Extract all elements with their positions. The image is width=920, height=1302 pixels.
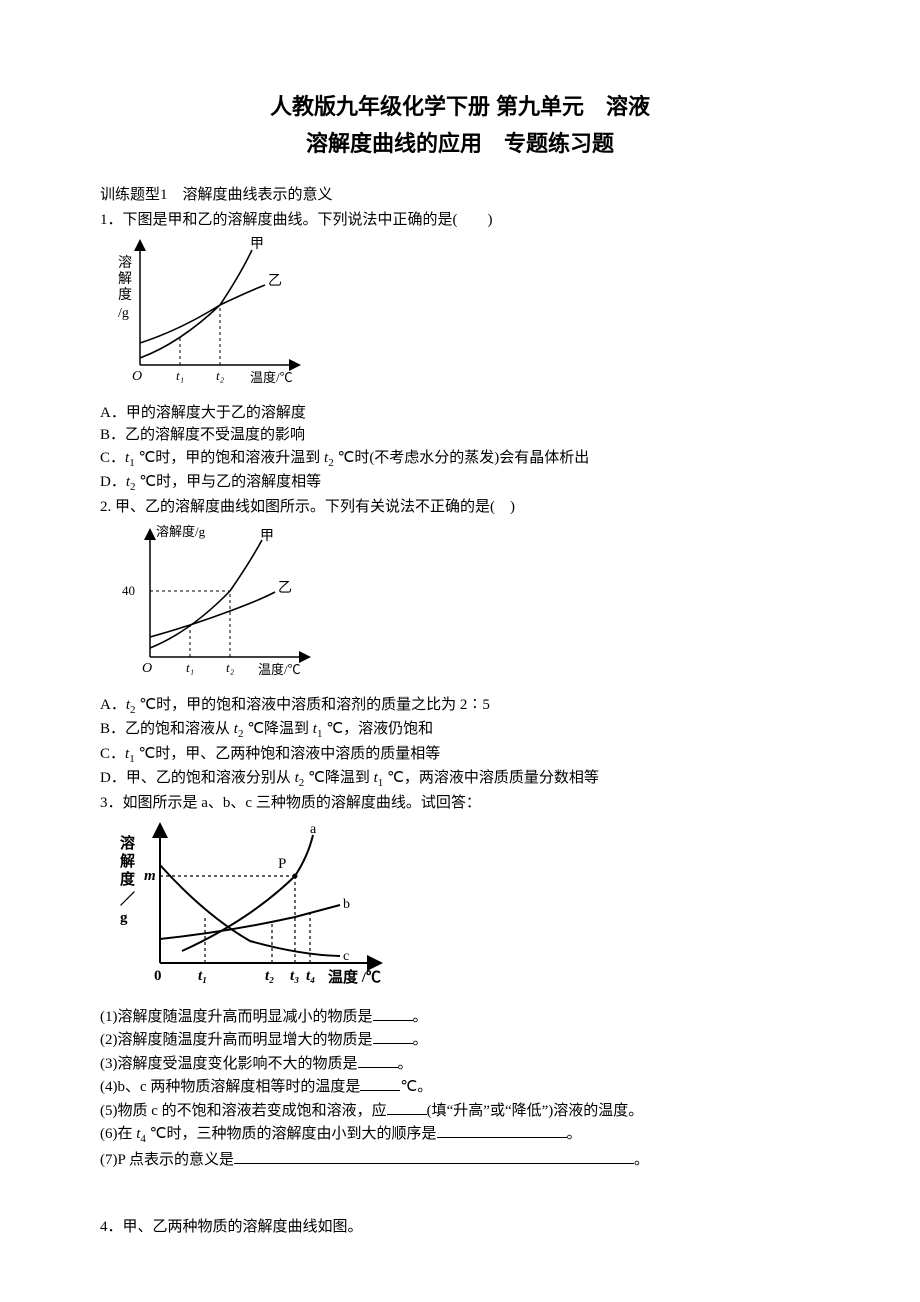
q1-stem: 1．下图是甲和乙的溶解度曲线。下列说法中正确的是( ) [100,209,820,232]
q2-chart: 溶解度/g 40 O t₁ t₂ 温度/℃ 甲 乙 [100,518,820,694]
q2-opt-D: D．甲、乙的饱和溶液分别从 t2 ℃降温到 t1 ℃，两溶液中溶质质量分数相等 [100,767,820,792]
svg-text:t₂: t₂ [216,368,225,383]
q3-chart: 溶 解 度 ／ g m 0 t₁ t₂ t₃ t₄ 温度 /℃ a b c P [100,814,820,1005]
svg-text:O: O [142,661,152,676]
svg-text:g: g [120,910,128,926]
svg-text:甲: 甲 [260,529,274,544]
svg-text:溶解度/g: 溶解度/g [156,524,206,539]
q3-blank-5 [387,1099,427,1115]
q3-line-4: (4)b、c 两种物质溶解度相等时的温度是℃。 [100,1075,820,1099]
svg-text:t₃: t₃ [290,968,299,984]
q3-blank-3 [358,1052,398,1068]
svg-text:甲: 甲 [250,237,264,252]
q3-line-7: (7)P 点表示的意义是。 [100,1148,820,1172]
svg-text:t₂: t₂ [265,968,274,984]
q3-blank-7 [234,1148,634,1164]
q3-line-3: (3)溶解度受温度变化影响不大的物质是。 [100,1052,820,1076]
q3-stem: 3．如图所示是 a、b、c 三种物质的溶解度曲线。试回答： [100,792,820,815]
svg-text:温度/℃: 温度/℃ [250,370,293,385]
svg-text:a: a [310,822,317,837]
section-1-head: 训练题型1 溶解度曲线表示的意义 [100,184,820,207]
svg-text:/g: /g [118,306,129,321]
q2-opt-A: A．t2 ℃时，甲的饱和溶液中溶质和溶剂的质量之比为 2∶5 [100,694,820,719]
q3-line-5: (5)物质 c 的不饱和溶液若变成饱和溶液，应(填“升高”或“降低”)溶液的温度… [100,1099,820,1123]
svg-text:溶: 溶 [120,834,135,852]
svg-text:t₁: t₁ [198,968,207,984]
svg-text:溶: 溶 [118,255,132,271]
q1-opt-D: D．t2 ℃时，甲与乙的溶解度相等 [100,471,820,496]
q2-stem: 2. 甲、乙的溶解度曲线如图所示。下列有关说法不正确的是( ) [100,496,820,519]
title-line-1: 人教版九年级化学下册 第九单元 溶液 [100,90,820,123]
svg-text:t₁: t₁ [176,368,184,383]
q2-opt-B: B．乙的饱和溶液从 t2 ℃降温到 t1 ℃，溶液仍饱和 [100,718,820,743]
svg-text:温度/℃: 温度/℃ [258,662,301,677]
svg-text:O: O [132,369,142,384]
svg-text:度: 度 [120,870,136,888]
svg-text:m: m [144,868,156,884]
q3-blank-6 [437,1122,567,1138]
svg-text:40: 40 [122,583,135,598]
svg-text:t₂: t₂ [226,660,235,675]
q3-line-6: (6)在 t4 ℃时，三种物质的溶解度由小到大的顺序是。 [100,1122,820,1148]
q3-blank-1 [373,1005,413,1021]
svg-text:乙: 乙 [278,580,292,596]
svg-text:t₄: t₄ [306,968,315,984]
svg-text:／: ／ [120,890,135,908]
svg-text:温度 /℃: 温度 /℃ [328,968,381,986]
svg-text:0: 0 [154,968,162,984]
svg-text:乙: 乙 [268,273,282,289]
q1-chart: 溶 解 度 /g O t₁ t₂ 温度/℃ 甲 乙 [100,231,820,402]
q2-opt-C: C．t1 ℃时，甲、乙两种饱和溶液中溶质的质量相等 [100,743,820,768]
svg-text:度: 度 [118,287,132,303]
svg-text:c: c [343,949,349,964]
q4-stem: 4．甲、乙两种物质的溶解度曲线如图。 [100,1216,820,1239]
q1-opt-B: B．乙的溶解度不受温度的影响 [100,424,820,447]
q1-opt-C: C．t1 ℃时，甲的饱和溶液升温到 t2 ℃时(不考虑水分的蒸发)会有晶体析出 [100,447,820,472]
q3-line-1: (1)溶解度随温度升高而明显减小的物质是。 [100,1005,820,1029]
svg-text:解: 解 [120,852,135,870]
svg-text:b: b [343,897,350,912]
svg-text:t₁: t₁ [186,660,194,675]
q1-opt-A: A．甲的溶解度大于乙的溶解度 [100,402,820,425]
svg-text:P: P [278,856,286,872]
q3-blank-4 [360,1075,400,1091]
q3-line-2: (2)溶解度随温度升高而明显增大的物质是。 [100,1028,820,1052]
title-line-2: 溶解度曲线的应用 专题练习题 [100,127,820,160]
q3-blank-2 [373,1028,413,1044]
svg-text:解: 解 [118,271,132,287]
